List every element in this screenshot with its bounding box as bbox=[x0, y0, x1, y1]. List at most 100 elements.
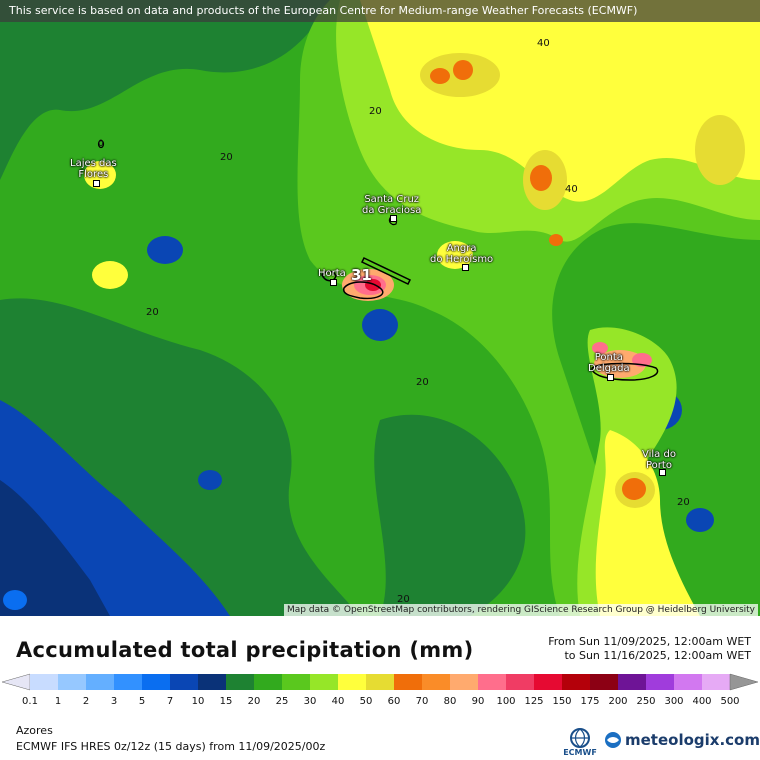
color-scale-swatch bbox=[422, 674, 451, 690]
color-scale-swatch bbox=[310, 674, 339, 690]
city-label-lajes-das-flores: Lajes das Flores bbox=[70, 158, 117, 180]
color-scale-tick-label: 200 bbox=[608, 696, 628, 707]
color-scale-swatch bbox=[562, 674, 591, 690]
color-scale-swatch bbox=[506, 674, 535, 690]
city-name-line1: Angra bbox=[446, 243, 477, 254]
city-name-line2: Delgada bbox=[588, 363, 630, 374]
color-scale-swatch bbox=[30, 674, 59, 690]
island-saomiguel bbox=[591, 362, 659, 381]
blob-ochre-3 bbox=[695, 115, 745, 185]
meteologix-logo[interactable]: meteologix.com bbox=[604, 729, 760, 751]
color-scale-tick-label: 30 bbox=[303, 696, 317, 707]
color-scale-swatch bbox=[450, 674, 479, 690]
color-scale-tick-label: 250 bbox=[636, 696, 656, 707]
field-15-20-s bbox=[374, 414, 526, 616]
color-scale-swatch bbox=[226, 674, 255, 690]
precipitation-map[interactable]: This service is based on data and produc… bbox=[0, 0, 760, 616]
blob-yellow-3 bbox=[437, 241, 473, 269]
city-label-angra-do-heroismo: Angra do Heroísmo bbox=[430, 243, 493, 265]
contour-label: 20 bbox=[146, 307, 159, 318]
legend-title: Accumulated total precipitation (mm) bbox=[16, 638, 474, 662]
model-run-info: ECMWF IFS HRES 0z/12z (15 days) from 11/… bbox=[16, 740, 326, 753]
color-scale-swatch bbox=[254, 674, 283, 690]
precipitation-field bbox=[0, 0, 760, 616]
color-scale-tick-label: 20 bbox=[247, 696, 261, 707]
contour-label: 0 bbox=[98, 139, 104, 149]
color-scale-tick-label: 125 bbox=[524, 696, 544, 707]
hotspot-saomiguel-w bbox=[592, 342, 608, 354]
contour-label: 20 bbox=[369, 106, 382, 117]
color-scale-swatch bbox=[142, 674, 171, 690]
legend-footer: Accumulated total precipitation (mm) Fro… bbox=[0, 616, 760, 760]
color-scale-tick-label: 175 bbox=[580, 696, 600, 707]
color-scale-swatch bbox=[86, 674, 115, 690]
city-marker-angra-do-heroismo[interactable] bbox=[462, 264, 469, 271]
meteologix-label: meteologix.com bbox=[625, 731, 760, 749]
field-7-10-sw bbox=[0, 480, 110, 616]
color-scale-swatch bbox=[170, 674, 199, 690]
valid-from: From Sun 11/09/2025, 12:00am WET bbox=[548, 635, 751, 648]
island-pico bbox=[342, 281, 384, 300]
city-marker-vila-do-porto[interactable] bbox=[659, 469, 666, 476]
meteologix-globe-icon bbox=[605, 732, 621, 748]
color-scale-tick-label: 15 bbox=[219, 696, 233, 707]
blob-blue-5 bbox=[198, 470, 222, 490]
contour-label: 40 bbox=[565, 184, 578, 195]
contour-label: 20 bbox=[220, 152, 233, 163]
color-scale-tick-label: 7 bbox=[166, 696, 174, 707]
region-name: Azores bbox=[16, 724, 53, 737]
color-scale-arrow-low bbox=[1, 673, 31, 691]
color-scale-swatch bbox=[646, 674, 675, 690]
max-value-label: 31 bbox=[351, 266, 372, 284]
color-scale-tick-label: 1 bbox=[54, 696, 62, 707]
color-scale-tick-label: 10 bbox=[191, 696, 205, 707]
color-scale-tick-label: 60 bbox=[387, 696, 401, 707]
contour-label: 40 bbox=[537, 38, 550, 49]
contour-label: 20 bbox=[677, 497, 690, 508]
blob-blue-2 bbox=[362, 309, 398, 341]
peak-orange-2 bbox=[453, 60, 473, 80]
ecmwf-label: ECMWF bbox=[563, 748, 597, 757]
ecmwf-disclaimer-banner: This service is based on data and produc… bbox=[0, 0, 760, 22]
city-name-line1: Horta bbox=[318, 268, 346, 279]
peak-orange-5 bbox=[622, 478, 646, 500]
city-marker-lajes-das-flores[interactable] bbox=[93, 180, 100, 187]
color-scale-tick-label: 5 bbox=[138, 696, 146, 707]
city-name-line2: do Heroísmo bbox=[430, 254, 494, 265]
island-corvo bbox=[97, 139, 105, 149]
map-attribution: Map data © OpenStreetMap contributors, r… bbox=[284, 604, 758, 616]
valid-to: to Sun 11/16/2025, 12:00am WET bbox=[564, 649, 751, 662]
city-name-line2: Flores bbox=[78, 169, 109, 180]
city-marker-horta[interactable] bbox=[330, 279, 337, 286]
color-scale-swatch bbox=[338, 674, 367, 690]
color-scale-tick-label: 0.1 bbox=[22, 696, 38, 707]
color-scale-tick-label: 90 bbox=[471, 696, 485, 707]
color-scale-bar bbox=[1, 673, 759, 691]
city-marker-ponta-delgada[interactable] bbox=[607, 374, 614, 381]
color-scale-swatch bbox=[198, 674, 227, 690]
color-scale-tick-label: 40 bbox=[331, 696, 345, 707]
color-scale-swatch bbox=[674, 674, 703, 690]
island-faial bbox=[321, 270, 337, 282]
color-scale-tick-label: 500 bbox=[720, 696, 740, 707]
city-marker-santa-cruz-da-graciosa[interactable] bbox=[390, 215, 397, 222]
color-scale-swatch bbox=[58, 674, 87, 690]
blob-yellow-2 bbox=[84, 161, 116, 189]
color-scale-tick-label: 80 bbox=[443, 696, 457, 707]
blob-yellow-1 bbox=[92, 261, 128, 289]
city-name-line2: Porto bbox=[646, 460, 672, 471]
color-scale-swatch bbox=[394, 674, 423, 690]
color-scale-tick-label: 3 bbox=[110, 696, 118, 707]
hotspot-faial-core bbox=[365, 279, 381, 291]
color-scale-arrow-high bbox=[729, 673, 759, 691]
blob-blue-1 bbox=[147, 236, 183, 264]
peak-orange-1 bbox=[430, 68, 450, 84]
color-scale-swatch bbox=[534, 674, 563, 690]
city-label-horta: Horta bbox=[318, 268, 346, 279]
color-scale-swatch bbox=[478, 674, 507, 690]
color-scale-swatch bbox=[366, 674, 395, 690]
ecmwf-logo[interactable]: ECMWF bbox=[560, 726, 600, 758]
blob-blue-7 bbox=[3, 590, 27, 610]
color-scale-tick-label: 300 bbox=[664, 696, 684, 707]
field-40-50-n bbox=[360, 0, 760, 202]
